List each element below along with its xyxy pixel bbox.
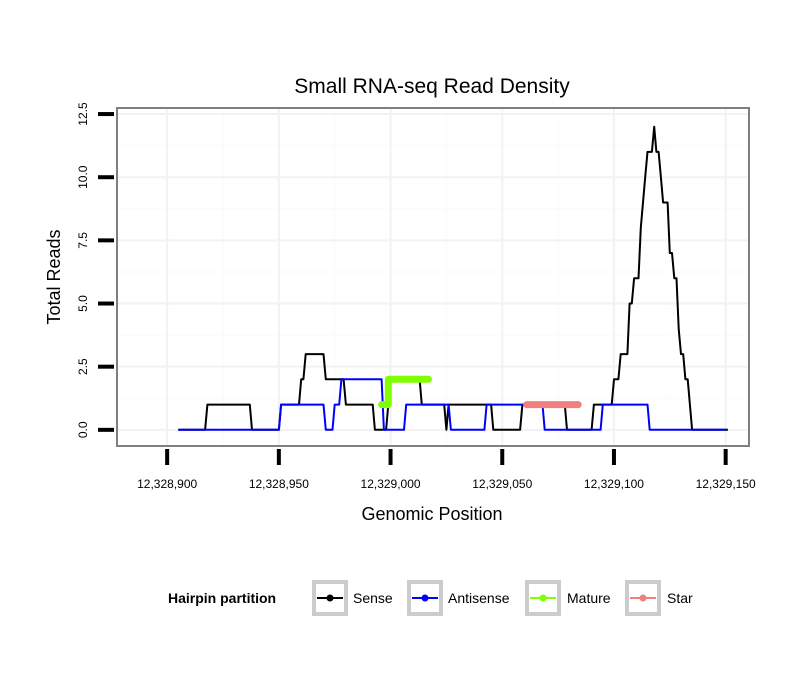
legend-label-mature: Mature — [567, 590, 611, 606]
y-tick-label: 10.0 — [76, 165, 90, 189]
x-tick-label: 12,329,150 — [696, 477, 756, 491]
plot-panel — [116, 107, 750, 447]
y-tick-label: 2.5 — [76, 358, 90, 375]
x-tick-label: 12,329,100 — [584, 477, 644, 491]
series-line-sense — [178, 125, 728, 431]
y-tick-label: 12.5 — [76, 102, 90, 126]
series-line-antisense — [178, 378, 726, 431]
y-tick-label: 7.5 — [76, 232, 90, 249]
grid-lines — [118, 109, 748, 445]
x-axis: 12,328,900 12,328,950 12,329,000 12,329,050… — [137, 449, 756, 491]
legend-label-antisense: Antisense — [448, 590, 510, 606]
legend-key-point — [326, 594, 334, 602]
y-axis-title: Total Reads — [44, 229, 64, 324]
series-line-mature — [378, 375, 432, 409]
data-series — [178, 125, 728, 431]
legend-label-star: Star — [667, 590, 693, 606]
x-tick-label: 12,328,900 — [137, 477, 197, 491]
legend: Hairpin partition Sense Antisense Mature St… — [168, 580, 693, 616]
y-tick-label: 0.0 — [76, 421, 90, 438]
legend-key-point — [539, 594, 547, 602]
chart-title: Small RNA-seq Read Density — [294, 75, 570, 98]
x-tick-label: 12,329,000 — [361, 477, 421, 491]
x-tick-label: 12,329,050 — [472, 477, 532, 491]
x-tick-label: 12,328,950 — [249, 477, 309, 491]
y-axis: 0.0 2.5 5.0 7.5 10.0 12.5 — [76, 102, 114, 438]
x-axis-title: Genomic Position — [361, 504, 502, 524]
legend-label-sense: Sense — [353, 590, 393, 606]
legend-key-point — [639, 594, 647, 602]
legend-title: Hairpin partition — [168, 590, 276, 606]
y-tick-label: 5.0 — [76, 295, 90, 312]
legend-key-point — [421, 594, 429, 602]
